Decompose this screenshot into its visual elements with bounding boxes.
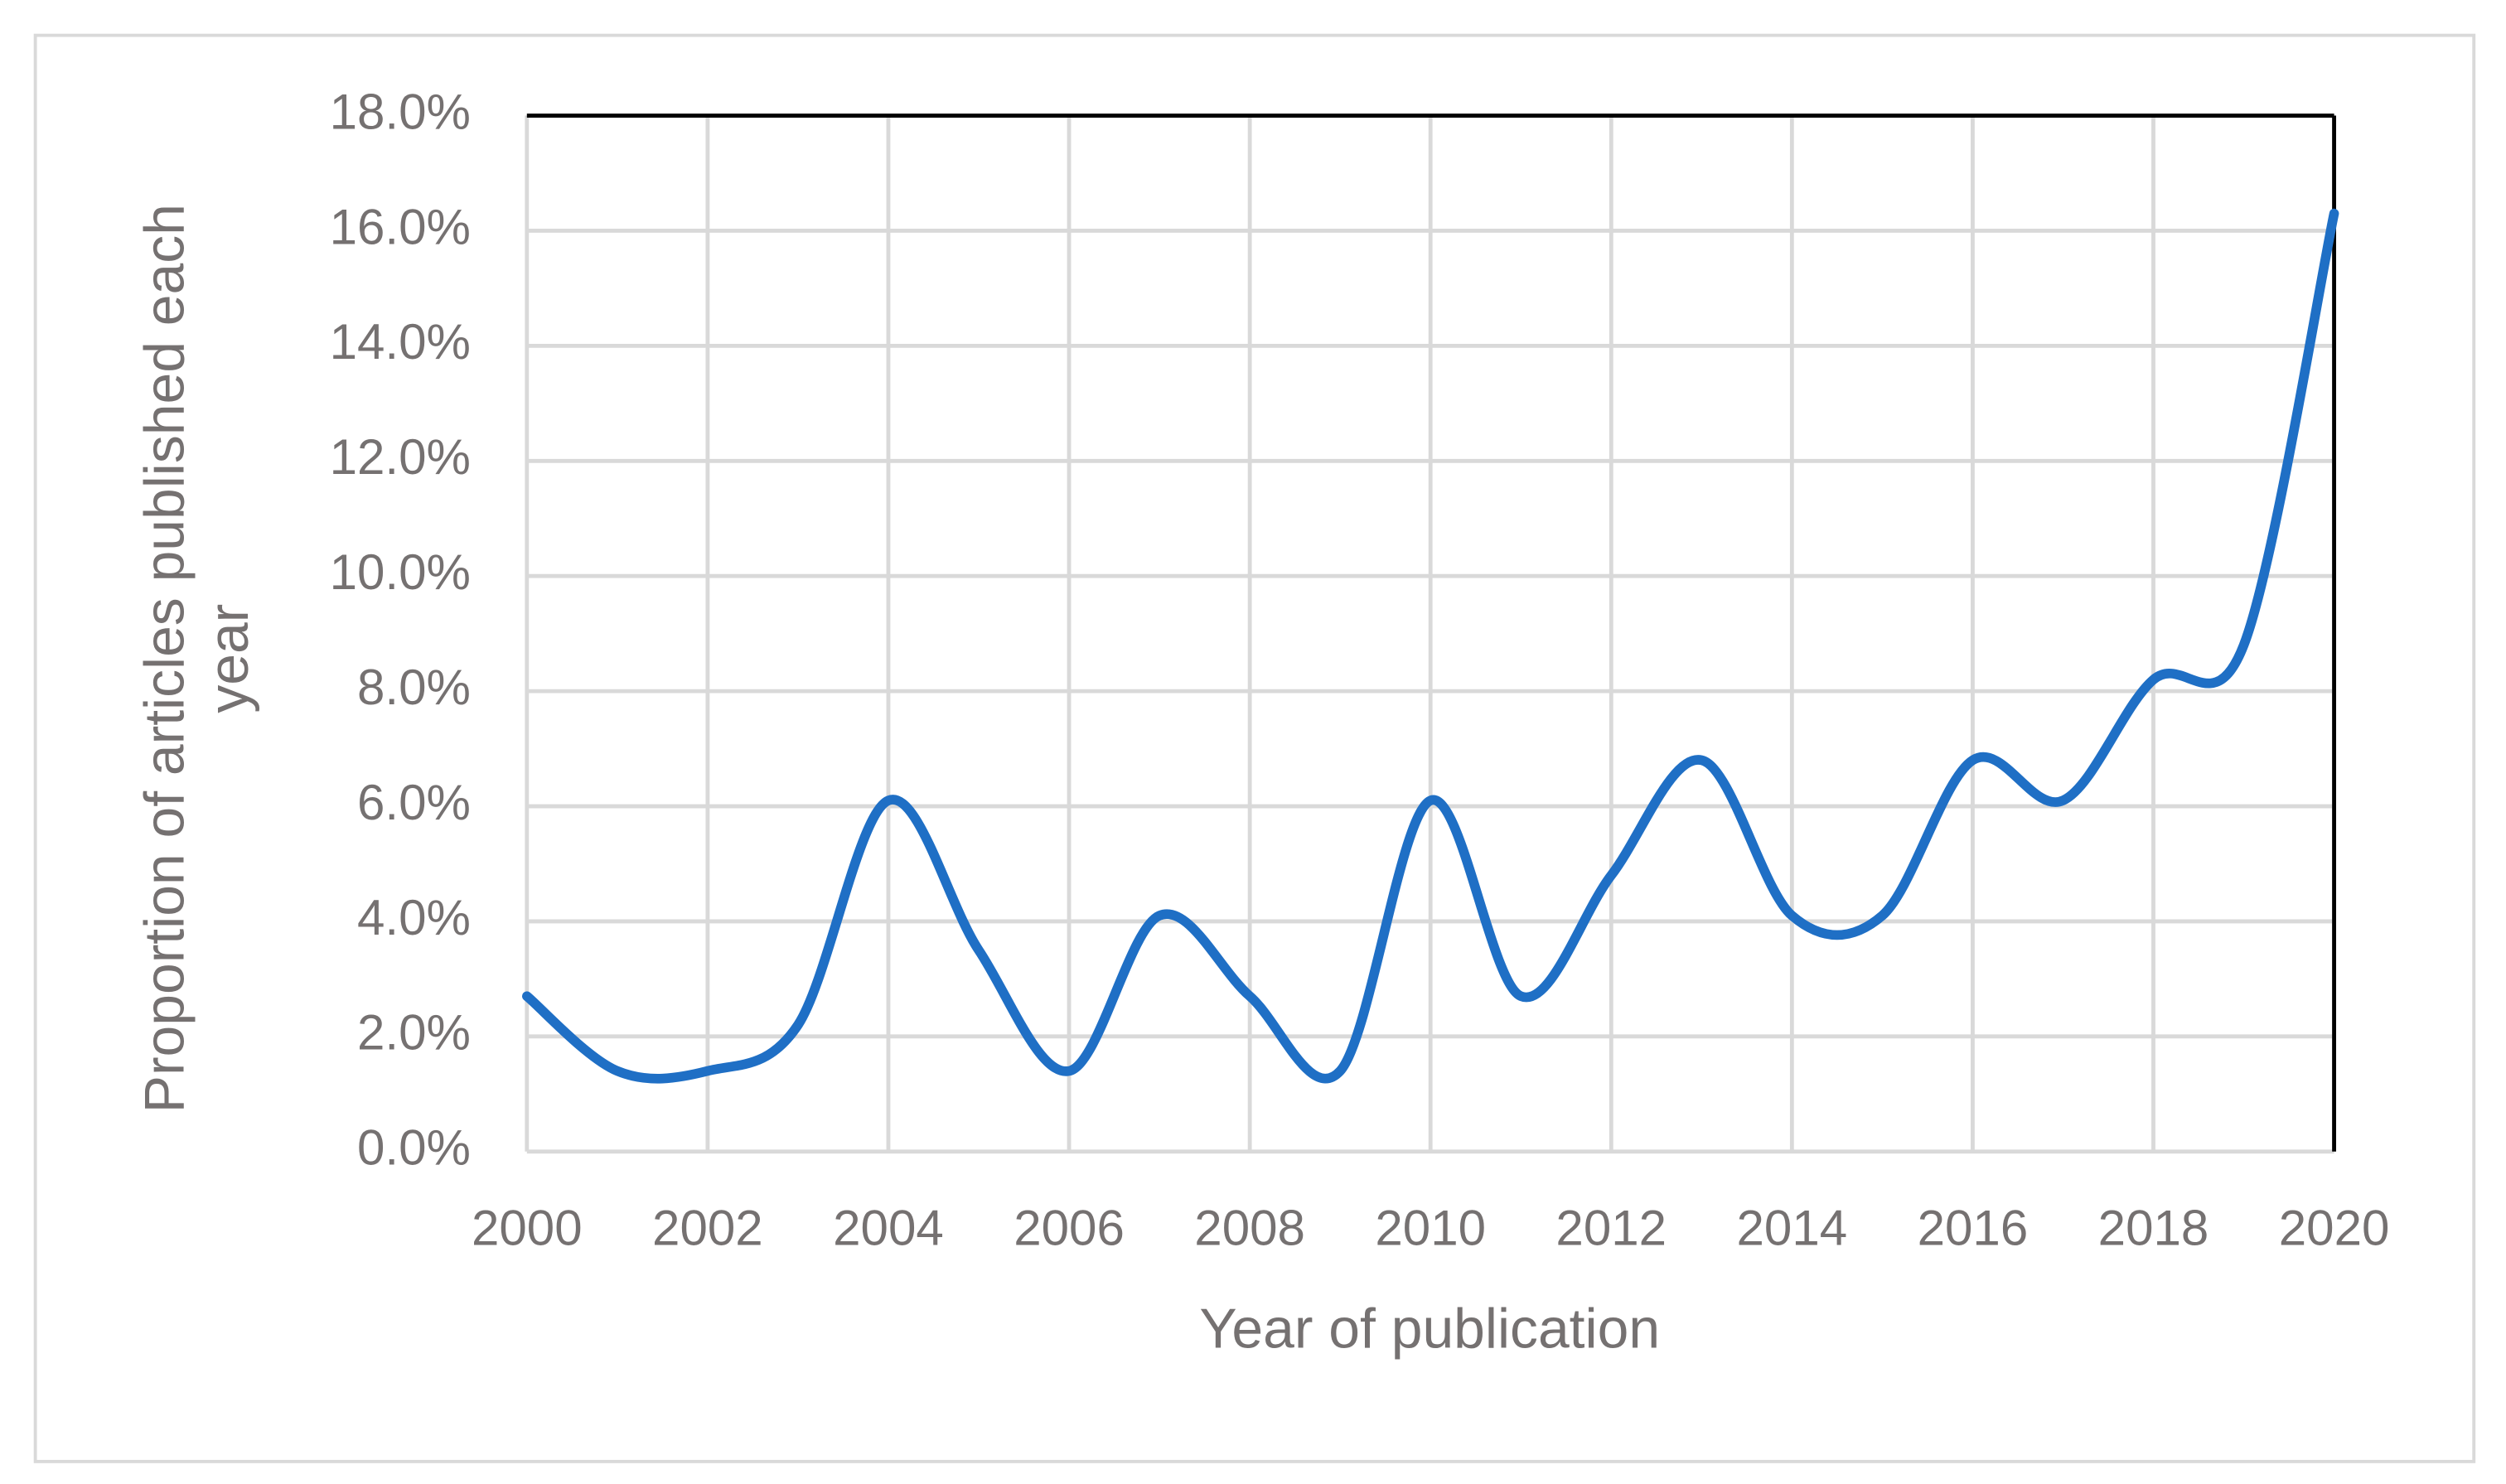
y-tick-label: 10.0% (330, 544, 471, 600)
x-tick-label: 2018 (2098, 1201, 2209, 1256)
x-axis-title: Year of publication (1199, 1298, 1660, 1361)
x-tick-label: 2002 (652, 1201, 763, 1256)
x-tick-label: 2016 (1918, 1201, 2029, 1256)
x-tick-label: 2000 (472, 1201, 583, 1256)
x-tick-label: 2012 (1555, 1201, 1667, 1256)
x-tick-label: 2020 (2279, 1201, 2390, 1256)
y-tick-label: 8.0% (357, 660, 471, 715)
y-tick-label: 4.0% (357, 890, 471, 945)
y-tick-label: 18.0% (330, 84, 471, 139)
y-tick-label: 6.0% (357, 775, 471, 830)
chart-border (33, 33, 2476, 1463)
x-tick-label: 2010 (1375, 1201, 1486, 1256)
x-tick-label: 2006 (1014, 1201, 1125, 1256)
y-axis-title: Proportion of articles published eachyea… (133, 204, 260, 1113)
x-tick-label: 2008 (1194, 1201, 1305, 1256)
y-tick-label: 14.0% (330, 314, 471, 370)
y-tick-label: 12.0% (330, 429, 471, 485)
data-line (522, 208, 2339, 1084)
x-tick-label: 2004 (833, 1201, 944, 1256)
y-tick-label: 2.0% (357, 1005, 471, 1061)
y-tick-label: 0.0% (357, 1120, 471, 1176)
y-axis-title-line: year (198, 604, 260, 713)
y-axis-title-line: Proportion of articles published each (133, 204, 196, 1113)
x-tick-label: 2014 (1737, 1201, 1848, 1256)
y-tick-label: 16.0% (330, 199, 471, 254)
